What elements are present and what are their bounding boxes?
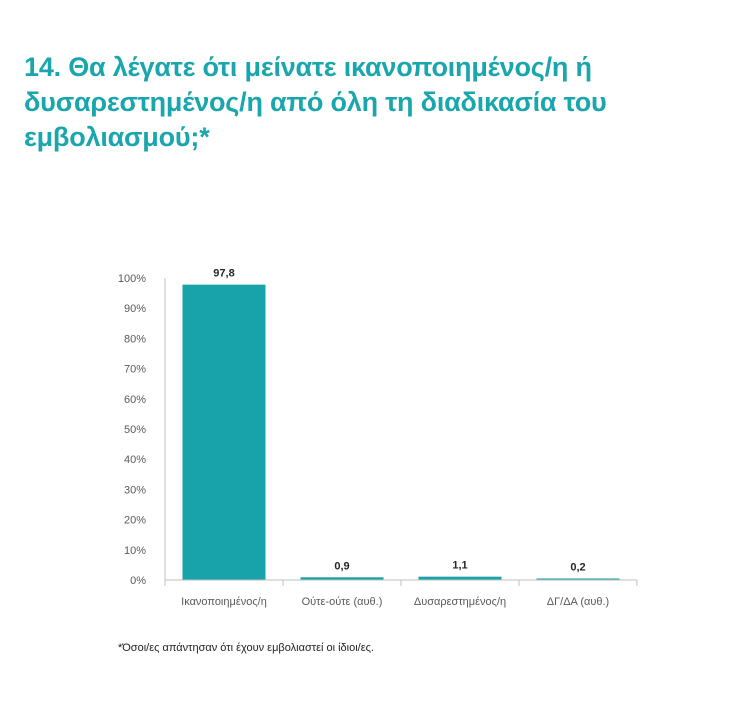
y-tick-label: 0% — [130, 575, 146, 587]
x-tick-label: Ούτε-ούτε (αυθ.) — [302, 596, 383, 608]
bar — [536, 578, 620, 580]
y-tick-label: 20% — [124, 515, 146, 527]
y-tick-label: 70% — [124, 364, 146, 376]
x-tick-label: ΔΓ/ΔΑ (αυθ.) — [547, 596, 609, 608]
y-tick-label: 90% — [124, 303, 146, 315]
data-label: 97,8 — [213, 268, 234, 280]
y-tick-label: 80% — [124, 333, 146, 345]
y-tick-label: 30% — [124, 484, 146, 496]
y-tick-label: 10% — [124, 545, 146, 557]
footnote: *Όσοι/ες απάντησαν ότι έχουν εμβολιαστεί… — [118, 642, 374, 654]
x-tick-label: Ικανοποιημένος/η — [181, 596, 267, 608]
page-title: 14. Θα λέγατε ότι μείνατε ικανοποιημένος… — [24, 52, 607, 152]
x-tick-label: Δυσαρεστημένος/η — [414, 596, 506, 608]
y-tick-label: 40% — [124, 454, 146, 466]
data-label: 0,2 — [570, 562, 585, 574]
y-tick-label: 60% — [124, 394, 146, 406]
y-tick-label: 50% — [124, 424, 146, 436]
bar — [300, 577, 384, 580]
y-tick-label: 100% — [118, 273, 146, 285]
bar — [182, 284, 266, 580]
data-label: 1,1 — [452, 560, 467, 572]
bar — [418, 576, 502, 580]
data-label: 0,9 — [334, 560, 349, 572]
